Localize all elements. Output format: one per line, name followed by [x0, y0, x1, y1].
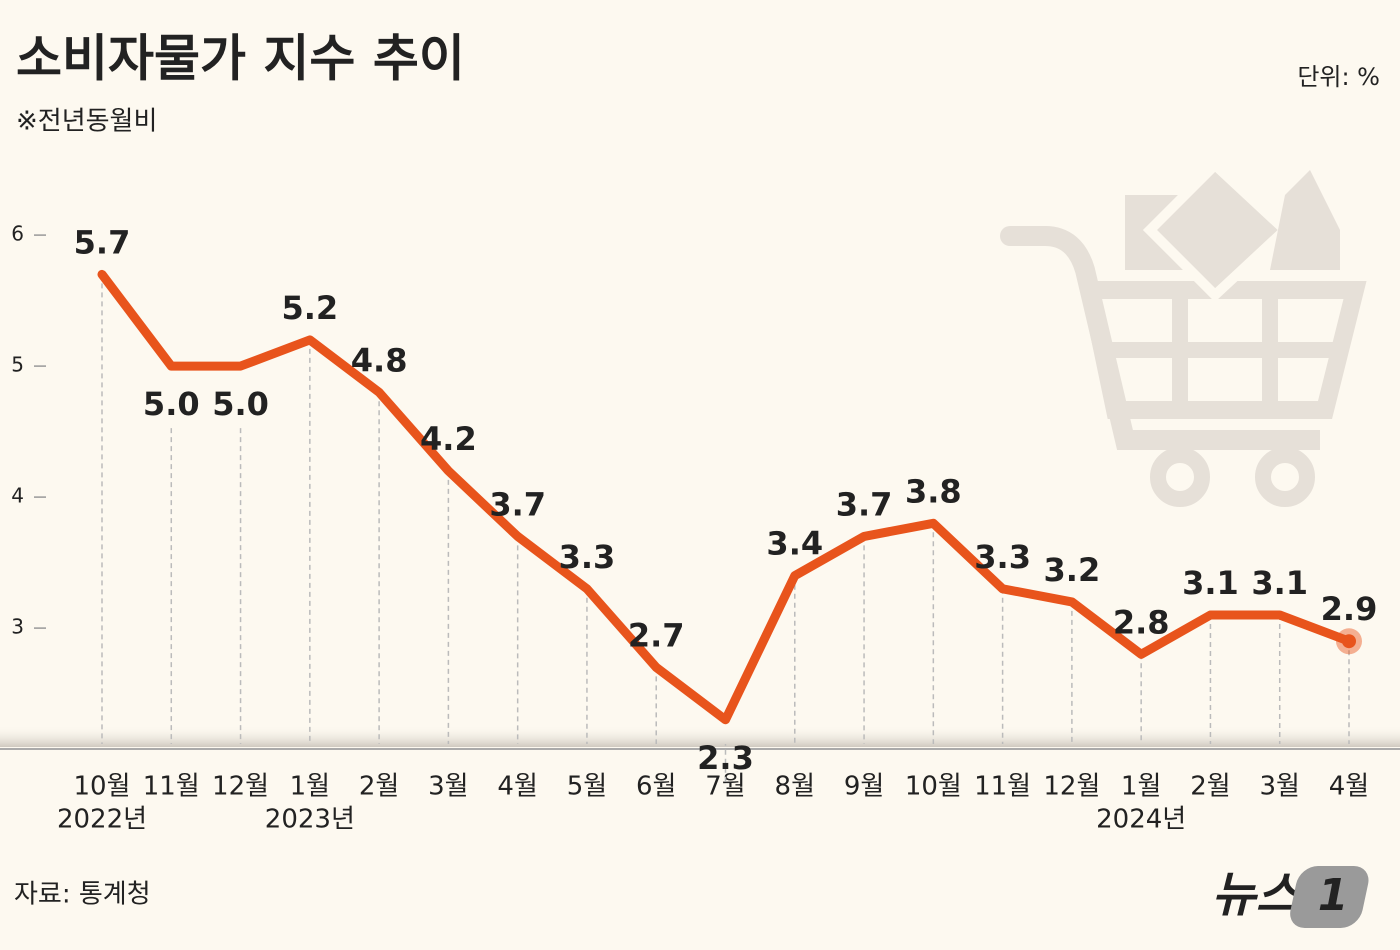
value-label: 5.7 — [74, 223, 131, 261]
cart-icon — [1000, 158, 1367, 507]
x-sublabel: 2023년 — [265, 805, 355, 835]
value-label: 3.3 — [559, 538, 616, 576]
value-label: 3.1 — [1182, 564, 1239, 602]
chart-title: 소비자물가 지수 추이 — [16, 30, 465, 88]
y-tick-label: 5 — [11, 353, 24, 377]
y-tick-label: 4 — [11, 484, 24, 508]
x-sublabel: 2022년 — [57, 805, 147, 835]
value-label: 2.3 — [697, 739, 754, 777]
x-tick-label: 7월 — [705, 772, 745, 802]
unit-label: 단위: % — [1297, 63, 1380, 91]
value-label: 3.4 — [766, 525, 823, 563]
value-label: 5.0 — [212, 385, 269, 423]
x-tick-label: 9월 — [844, 772, 884, 802]
value-label: 3.1 — [1251, 564, 1308, 602]
value-label: 3.7 — [489, 485, 546, 523]
x-tick-label: 4월 — [497, 772, 537, 802]
value-label: 5.2 — [281, 289, 338, 327]
x-tick-label: 11월 — [143, 772, 200, 802]
x-tick-label: 12월 — [212, 772, 269, 802]
x-tick-label: 2월 — [1190, 772, 1230, 802]
value-label: 2.8 — [1113, 603, 1170, 641]
x-tick-label: 10월 — [73, 772, 130, 802]
axis-shadow — [0, 725, 1400, 747]
chart-subtitle: ※전년동월비 — [16, 107, 157, 137]
logo-badge-text: 1 — [1318, 870, 1349, 921]
value-label: 3.7 — [836, 485, 893, 523]
x-tick-label: 10월 — [905, 772, 962, 802]
logo-text: 뉴스 — [1212, 867, 1302, 923]
value-label: 5.0 — [143, 385, 200, 423]
x-tick-label: 11월 — [974, 772, 1031, 802]
value-label: 2.7 — [628, 616, 685, 654]
value-label: 3.3 — [974, 538, 1031, 576]
x-tick-label: 8월 — [775, 772, 815, 802]
x-tick-label: 6월 — [636, 772, 676, 802]
data-line — [97, 269, 1354, 725]
y-tick-label: 3 — [11, 615, 24, 639]
x-tick-label: 3월 — [428, 772, 468, 802]
logo-badge — [1290, 866, 1369, 928]
x-tick-label: 5월 — [567, 772, 607, 802]
x-tick-label: 1월 — [1121, 772, 1161, 802]
x-tick-label: 12월 — [1043, 772, 1100, 802]
value-label: 3.8 — [905, 472, 962, 510]
source: 자료: 통계청 — [14, 880, 151, 910]
x-tick-label: 1월 — [290, 772, 330, 802]
x-tick-label: 4월 — [1329, 772, 1369, 802]
y-tick-label: 6 — [11, 222, 24, 246]
x-tick-label: 2월 — [359, 772, 399, 802]
end-marker-core — [1342, 634, 1356, 649]
value-label: 4.2 — [420, 420, 477, 458]
value-label: 2.9 — [1321, 590, 1378, 628]
value-label: 4.8 — [351, 341, 408, 379]
x-tick-label: 3월 — [1259, 772, 1299, 802]
value-label: 3.2 — [1044, 551, 1101, 589]
x-sublabel: 2024년 — [1096, 805, 1186, 835]
